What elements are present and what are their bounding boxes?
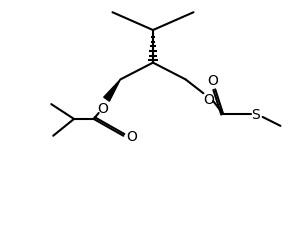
Text: O: O bbox=[207, 74, 218, 88]
Text: O: O bbox=[203, 93, 214, 107]
Text: O: O bbox=[97, 102, 108, 116]
Polygon shape bbox=[104, 80, 120, 102]
Text: S: S bbox=[251, 108, 260, 121]
Text: O: O bbox=[126, 129, 137, 143]
